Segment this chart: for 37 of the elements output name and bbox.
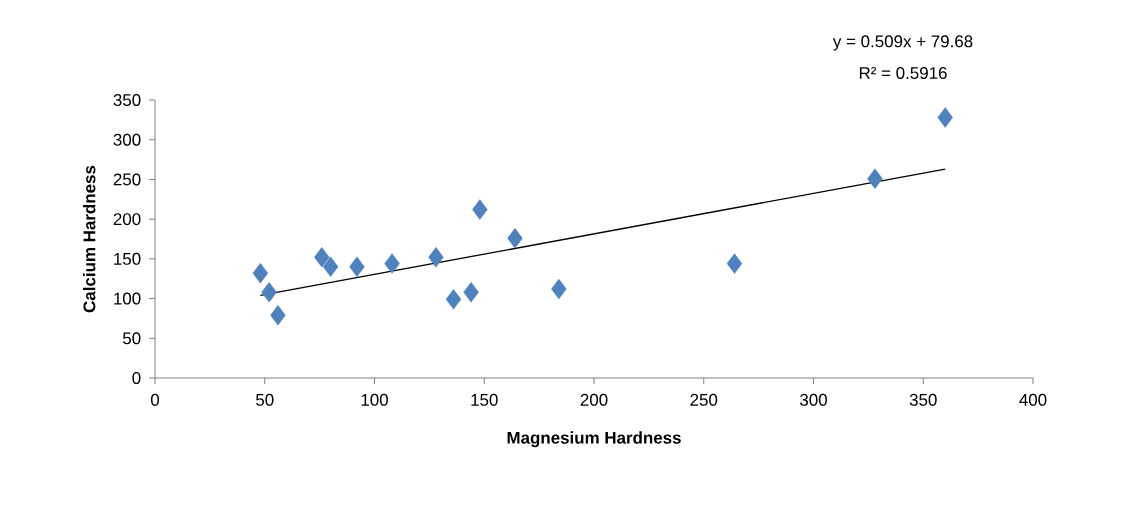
x-axis-title: Magnesium Hardness	[507, 431, 681, 448]
x-tick-label: 100	[361, 393, 388, 406]
point	[726, 253, 743, 274]
y-tick-label: 350	[113, 94, 141, 106]
y-tick-label: 100	[114, 292, 141, 305]
x-tick-label: 0	[150, 393, 160, 406]
text: y = 0.509x + 79.68	[832, 35, 973, 51]
x-tick-label: 250	[690, 393, 718, 406]
x-tick-label: 350	[909, 393, 937, 406]
point	[463, 282, 479, 303]
point	[261, 282, 277, 303]
point	[349, 256, 365, 277]
y-tick-label: 50	[122, 332, 141, 345]
x-tick-label: 150	[471, 393, 498, 406]
point	[867, 168, 883, 189]
point	[270, 305, 286, 326]
point	[445, 289, 462, 310]
y-axis-title: Calcium Hardness	[82, 165, 96, 313]
x-tick-label: 50	[256, 393, 274, 406]
point	[322, 256, 339, 277]
point	[314, 247, 330, 268]
x-tick-label: 400	[1019, 393, 1047, 406]
point	[937, 107, 953, 128]
point	[551, 278, 567, 300]
x-tick-label: 200	[580, 393, 608, 406]
text: R² = 0.5916	[859, 67, 947, 79]
y-tick-label: 150	[114, 252, 141, 265]
y-tick-label: 0	[132, 372, 141, 384]
y-tick-label: 300	[113, 133, 141, 146]
y-tick-label: 200	[113, 213, 141, 226]
point	[472, 199, 488, 220]
point	[428, 247, 444, 268]
point	[507, 228, 523, 249]
x-tick-label: 300	[800, 393, 827, 406]
y-tick-label: 250	[113, 173, 141, 186]
point	[252, 262, 269, 284]
point	[384, 253, 400, 274]
